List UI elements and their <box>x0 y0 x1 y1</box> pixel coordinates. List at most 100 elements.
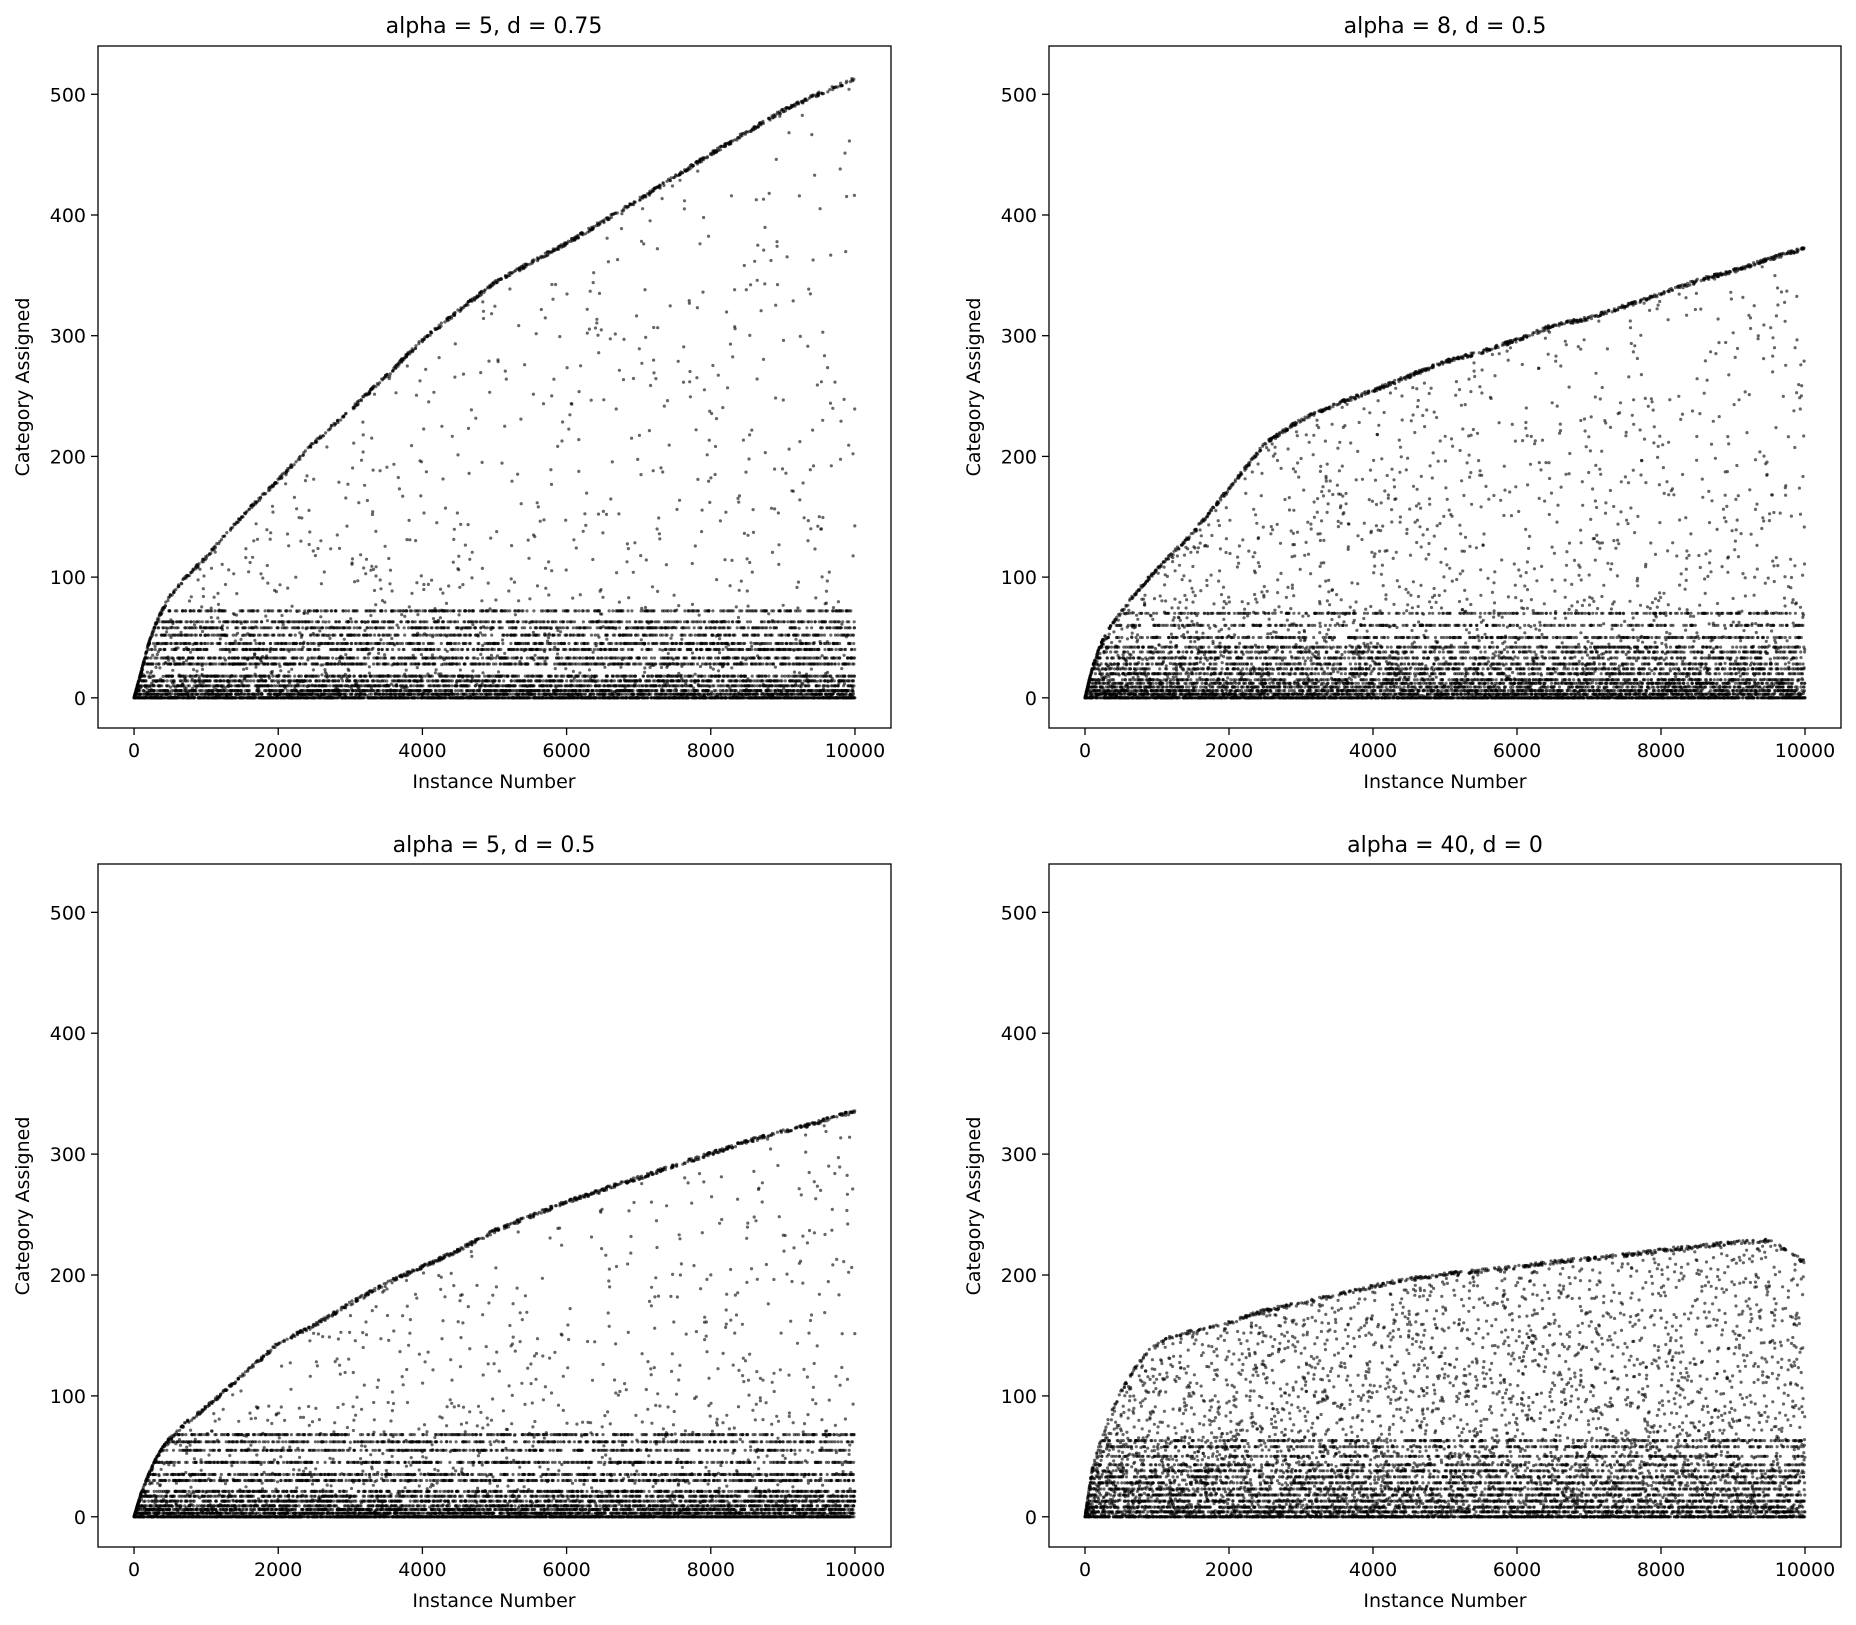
data-point <box>439 587 443 591</box>
data-point <box>325 445 329 449</box>
data-point <box>277 673 281 678</box>
data-point <box>155 652 159 657</box>
data-point <box>201 689 205 693</box>
data-point <box>482 662 486 666</box>
data-point <box>367 671 371 675</box>
data-point <box>211 641 215 646</box>
data-point <box>491 626 495 630</box>
data-point <box>476 656 480 661</box>
data-point <box>201 587 205 591</box>
data-point <box>416 613 420 617</box>
data-point <box>385 679 389 683</box>
data-point <box>298 457 302 461</box>
data-point <box>175 609 179 613</box>
data-point <box>337 679 341 683</box>
data-point <box>425 620 429 624</box>
data-point <box>385 465 389 469</box>
data-point <box>330 424 334 428</box>
data-point <box>380 609 384 613</box>
data-point <box>452 537 456 542</box>
data-point <box>171 668 175 672</box>
data-point <box>258 641 262 646</box>
data-point <box>288 674 292 678</box>
data-point <box>390 589 394 593</box>
data-point <box>273 620 277 624</box>
data-point <box>213 609 217 613</box>
data-point <box>321 434 325 438</box>
data-point <box>327 633 331 637</box>
data-point <box>158 666 162 670</box>
data-point <box>195 641 199 646</box>
data-point <box>229 692 234 696</box>
data-point <box>264 614 268 618</box>
data-point <box>396 626 401 630</box>
data-point <box>454 641 458 646</box>
data-point <box>431 641 435 646</box>
data-point <box>395 623 399 627</box>
data-point <box>447 684 451 688</box>
data-point <box>246 679 250 683</box>
data-point <box>487 662 491 666</box>
data-point <box>328 684 332 688</box>
data-point <box>300 633 304 637</box>
data-point <box>344 496 348 500</box>
data-point <box>379 638 383 642</box>
data-point <box>225 633 229 637</box>
data-point <box>298 684 302 688</box>
data-point <box>429 689 433 693</box>
data-point <box>425 633 429 637</box>
data-point <box>365 498 369 503</box>
data-point <box>421 674 425 678</box>
data-point <box>408 538 412 542</box>
subplot-alpha5-d075: alpha = 5, d = 0.75 0 2000 4000 6000 8000 100… <box>12 14 892 793</box>
data-point <box>239 621 243 626</box>
data-point <box>225 626 229 630</box>
data-point <box>320 673 324 677</box>
data-point <box>244 556 248 560</box>
data-point <box>264 674 268 678</box>
data-point <box>308 609 313 613</box>
data-point <box>366 656 370 660</box>
data-point <box>391 620 395 624</box>
data-point <box>234 679 238 683</box>
data-point <box>187 647 191 652</box>
data-point <box>165 641 169 646</box>
data-point <box>400 613 404 617</box>
data-point <box>283 679 287 683</box>
data-point <box>315 662 319 666</box>
data-point <box>431 617 436 621</box>
data-point <box>307 542 311 547</box>
data-point <box>349 617 353 621</box>
data-point <box>155 656 159 660</box>
data-point <box>486 620 491 624</box>
data-point <box>346 641 350 646</box>
data-point <box>164 633 168 637</box>
data-point <box>363 628 367 633</box>
data-point <box>398 674 402 678</box>
data-point <box>254 674 259 678</box>
data-point <box>441 620 445 624</box>
data-point <box>285 689 290 693</box>
data-point <box>150 669 154 674</box>
data-point <box>466 426 471 430</box>
data-point <box>481 656 485 660</box>
data-point <box>334 620 338 624</box>
data-point <box>350 557 355 561</box>
data-point <box>294 575 298 579</box>
data-point <box>353 580 357 584</box>
data-point <box>172 679 176 683</box>
data-point <box>358 626 362 630</box>
data-point <box>359 399 363 403</box>
data-point <box>224 662 228 666</box>
data-point <box>266 633 270 637</box>
data-point <box>480 599 484 603</box>
data-point <box>472 647 476 652</box>
data-point <box>421 641 425 646</box>
data-point <box>348 674 352 678</box>
data-point <box>181 656 185 660</box>
data-point <box>440 424 444 428</box>
data-point <box>441 477 445 481</box>
data-point <box>293 674 297 678</box>
data-point <box>407 518 411 523</box>
